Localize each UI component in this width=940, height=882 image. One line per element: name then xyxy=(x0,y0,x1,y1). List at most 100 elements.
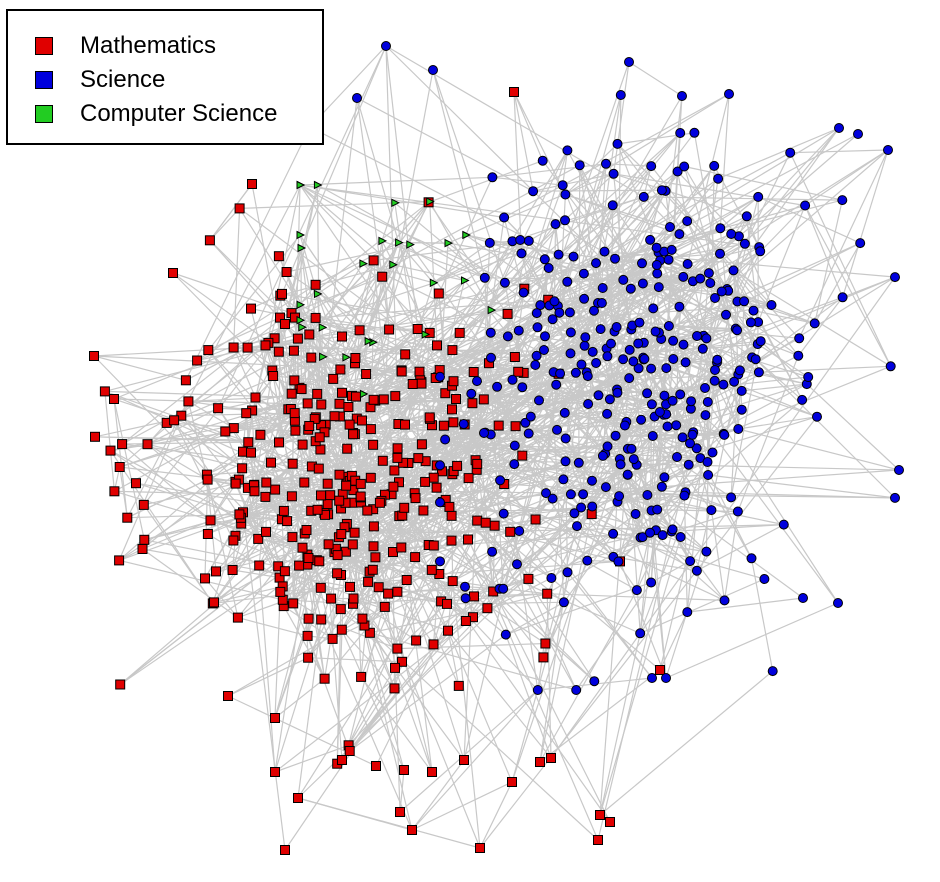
graph-edge xyxy=(705,165,715,552)
science-node xyxy=(612,387,623,398)
graph-edge xyxy=(579,164,644,284)
graph-edge xyxy=(374,280,465,401)
mathematics-node xyxy=(348,429,359,440)
science-node xyxy=(472,376,482,387)
science-node xyxy=(705,278,716,288)
computer-science-node xyxy=(429,278,439,288)
graph-edge xyxy=(387,593,433,773)
graph-edge xyxy=(630,133,859,330)
graph-edge xyxy=(662,495,685,536)
science-node xyxy=(562,276,573,287)
computer-science-node xyxy=(406,240,415,249)
graph-edge xyxy=(119,570,286,685)
mathematics-node xyxy=(309,413,320,424)
graph-edge xyxy=(723,358,757,436)
graph-edge xyxy=(362,263,434,284)
mathematics-node xyxy=(345,581,355,592)
graph-edge xyxy=(614,258,657,266)
mathematics-node xyxy=(368,521,379,532)
mathematics-node xyxy=(389,465,400,476)
edge-layer xyxy=(93,45,900,851)
computer-science-node xyxy=(313,180,323,190)
mathematics-node xyxy=(343,402,354,412)
science-node xyxy=(539,254,550,265)
science-node xyxy=(834,123,844,133)
graph-edge xyxy=(516,532,651,565)
science-node xyxy=(540,331,550,342)
science-node xyxy=(531,308,542,319)
mathematics-node xyxy=(289,408,300,419)
science-node xyxy=(486,352,496,363)
graph-edge xyxy=(385,45,399,425)
mathematics-node xyxy=(274,437,284,448)
mathematics-node xyxy=(478,394,489,405)
science-node xyxy=(679,161,690,172)
science-node xyxy=(631,585,642,596)
graph-edge xyxy=(613,173,806,207)
mathematics-node xyxy=(428,472,439,483)
mathematics-node xyxy=(507,777,517,787)
science-node xyxy=(530,360,541,370)
graph-edge xyxy=(432,69,486,278)
graph-edge xyxy=(356,97,383,277)
computer-science-node xyxy=(378,236,388,246)
mathematics-node xyxy=(546,753,556,763)
graph-edge xyxy=(490,332,525,374)
mathematics-node xyxy=(357,613,368,624)
science-node xyxy=(495,475,506,486)
graph-edge xyxy=(406,579,465,761)
mathematics-node xyxy=(137,544,148,554)
graph-edge xyxy=(470,356,516,395)
graph-edge xyxy=(93,355,402,373)
science-node xyxy=(728,265,739,276)
computer-science-node xyxy=(487,305,497,315)
science-node xyxy=(435,497,445,508)
science-node xyxy=(677,432,688,443)
mathematics-node xyxy=(433,288,444,299)
graph-edge xyxy=(514,463,593,482)
graph-edge xyxy=(627,435,654,475)
mathematics-node xyxy=(261,526,271,537)
graph-edge xyxy=(617,276,896,394)
science-node xyxy=(703,470,714,480)
computer-science-node xyxy=(342,352,352,362)
mathematics-node xyxy=(227,565,238,575)
computer-science-node xyxy=(389,260,398,270)
science-node xyxy=(646,161,657,172)
mathematics-node xyxy=(392,643,403,654)
mathematics-node xyxy=(299,477,310,488)
science-node xyxy=(587,501,598,512)
science-node xyxy=(550,219,561,230)
science-node xyxy=(718,379,729,390)
graph-edge xyxy=(297,433,530,799)
graph-edge xyxy=(741,383,807,392)
graph-edge xyxy=(663,387,706,416)
science-node xyxy=(651,260,662,270)
science-node xyxy=(753,191,764,202)
graph-edge xyxy=(730,374,739,498)
mathematics-node xyxy=(202,529,213,539)
mathematics-node xyxy=(411,635,422,646)
science-node xyxy=(622,469,633,480)
mathematics-node xyxy=(448,417,459,428)
graph-edge xyxy=(565,93,730,196)
graph-edge xyxy=(565,193,671,228)
science-node xyxy=(607,200,618,211)
mathematics-node xyxy=(377,271,388,282)
mathematics-node xyxy=(275,586,286,597)
graph-edge xyxy=(356,97,426,335)
science-node xyxy=(726,492,737,503)
science-swatch xyxy=(35,71,53,89)
mathematics-node xyxy=(505,526,516,537)
graph-edge xyxy=(322,326,373,343)
graph-edge xyxy=(104,391,115,492)
graph-edge xyxy=(683,166,721,229)
science-node xyxy=(645,527,655,538)
mathematics-node xyxy=(168,268,178,278)
graph-edge xyxy=(584,336,653,405)
graph-edge xyxy=(755,358,803,401)
mathematics-node xyxy=(315,444,326,455)
graph-edge xyxy=(210,481,305,521)
graph-edge xyxy=(605,163,652,167)
